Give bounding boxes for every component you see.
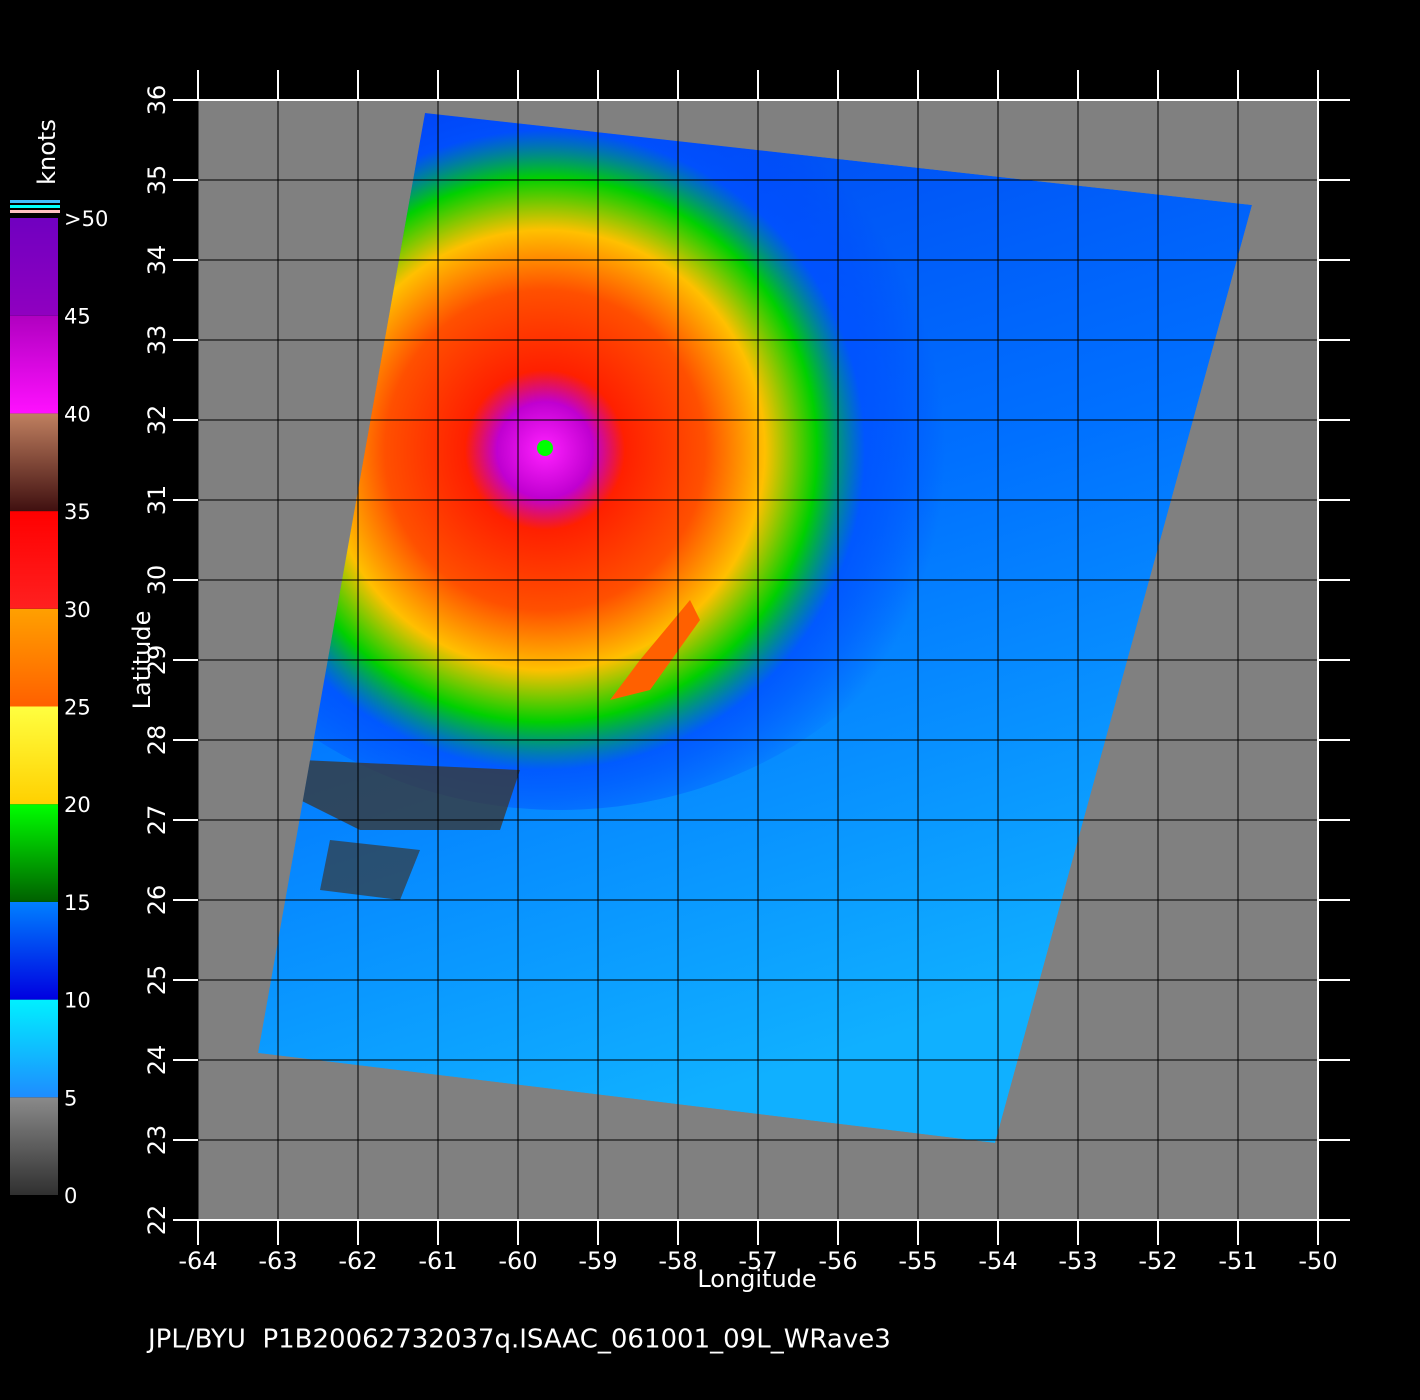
x-tick-label: -58 xyxy=(658,1247,697,1275)
x-tick-label: -51 xyxy=(1218,1247,1257,1275)
y-tick-label: 29 xyxy=(143,645,171,676)
colorbar-band xyxy=(10,706,58,805)
colorbar-band xyxy=(10,999,58,1098)
y-tick-label: 36 xyxy=(143,85,171,116)
colorbar-label: 5 xyxy=(64,1086,77,1110)
x-axis-label: Longitude xyxy=(697,1265,816,1293)
y-tick-label: 31 xyxy=(143,485,171,516)
y-tick-label: 35 xyxy=(143,165,171,196)
x-tick-label: -62 xyxy=(338,1247,377,1275)
caption: JPL/BYU P1B20062732037q.ISAAC_061001_09L… xyxy=(146,1325,891,1355)
y-tick-label: 32 xyxy=(143,405,171,436)
colorbar-band xyxy=(10,511,58,609)
x-tick-label: -53 xyxy=(1058,1247,1097,1275)
y-tick-label: 34 xyxy=(143,245,171,276)
x-tick-label: -64 xyxy=(178,1247,217,1275)
x-tick-label: -59 xyxy=(578,1247,617,1275)
colorbar-label: 10 xyxy=(64,989,91,1013)
x-tick-label: -52 xyxy=(1138,1247,1177,1275)
colorbar-band xyxy=(10,608,58,707)
colorbar-band xyxy=(10,901,58,1000)
colorbar-label: 35 xyxy=(64,500,91,524)
colorbar-label: 20 xyxy=(64,793,91,817)
x-tick-label: -57 xyxy=(738,1247,777,1275)
x-tick-label: -50 xyxy=(1298,1247,1337,1275)
y-tick-label: 30 xyxy=(143,565,171,596)
storm-eye xyxy=(537,440,553,456)
y-axis-label: Latitude xyxy=(128,611,156,710)
colorbar-cap xyxy=(10,200,60,203)
x-tick-label: -61 xyxy=(418,1247,457,1275)
y-tick-label: 28 xyxy=(143,725,171,756)
colorbar-label: 45 xyxy=(64,305,91,329)
colorbar-label: >50 xyxy=(64,207,108,231)
x-tick-label: -56 xyxy=(818,1247,857,1275)
colorbar-band xyxy=(10,804,58,902)
colorbar-label: 30 xyxy=(64,598,91,622)
x-tick-label: -54 xyxy=(978,1247,1017,1275)
x-tick-label: -60 xyxy=(498,1247,537,1275)
low-wind-patch xyxy=(320,840,420,900)
x-tick-label: -63 xyxy=(258,1247,297,1275)
y-tick-label: 26 xyxy=(143,885,171,916)
colorbar-band xyxy=(10,315,58,414)
colorbar-band xyxy=(10,218,58,316)
colorbar-band xyxy=(10,1097,58,1195)
y-tick-label: 33 xyxy=(143,325,171,356)
colorbar-band xyxy=(10,413,58,512)
colorbar: 0 5 10 15 20 25 30 35 40 45 >50 xyxy=(10,207,108,1208)
colorbar-cap xyxy=(10,205,60,208)
y-tick-label: 23 xyxy=(143,1125,171,1156)
colorbar-label: 0 xyxy=(64,1184,77,1208)
colorbar-cap xyxy=(10,210,60,213)
colorbar-label: 40 xyxy=(64,402,91,426)
y-tick-label: 25 xyxy=(143,965,171,996)
y-tick-label: 27 xyxy=(143,805,171,836)
colorbar-label: 25 xyxy=(64,696,91,720)
grid: -64 -63 -62 -61 -60 -59 -58 -57 -56 -55 -54 -53 -52 -… xyxy=(143,70,1350,1275)
colorbar-units: knots xyxy=(33,119,61,185)
y-tick-label: 22 xyxy=(143,1205,171,1236)
y-tick-label: 24 xyxy=(143,1045,171,1076)
x-tick-label: -55 xyxy=(898,1247,937,1275)
colorbar-label: 15 xyxy=(64,891,91,915)
low-wind-patch xyxy=(300,760,520,830)
